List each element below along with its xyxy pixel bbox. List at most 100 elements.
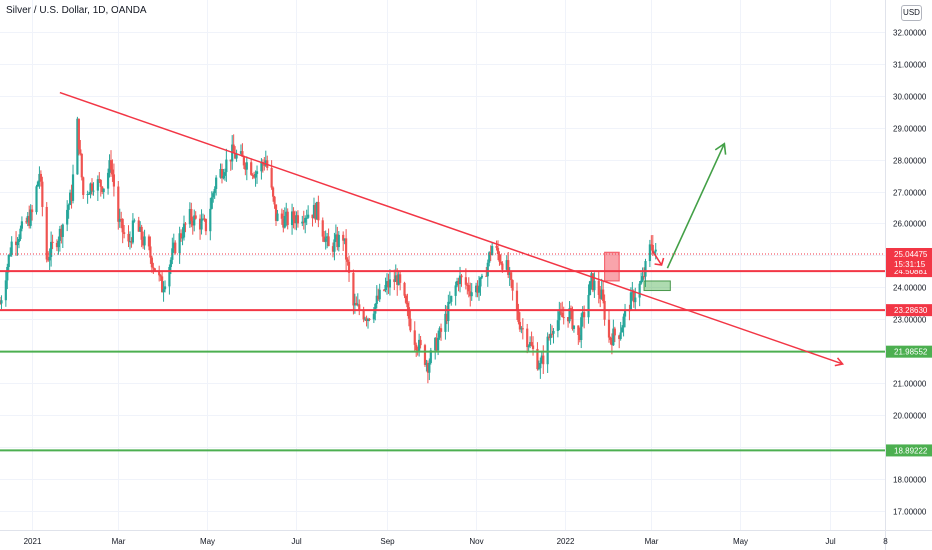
candle-up bbox=[215, 177, 218, 189]
candle-up bbox=[48, 256, 51, 261]
candle-down bbox=[559, 311, 562, 313]
candle-up bbox=[87, 193, 91, 195]
candle-down bbox=[28, 215, 31, 226]
time-tick-label: May bbox=[733, 537, 748, 546]
candle-down bbox=[613, 328, 616, 336]
candle-down bbox=[499, 261, 503, 264]
candle-down bbox=[346, 259, 349, 262]
candle-down bbox=[496, 247, 500, 255]
candle-up bbox=[366, 318, 370, 321]
candle-up bbox=[374, 303, 377, 314]
candle-down bbox=[531, 345, 535, 349]
candle-down bbox=[609, 337, 612, 340]
candle-up bbox=[529, 342, 532, 347]
candle-down bbox=[109, 160, 113, 170]
candle-up bbox=[181, 237, 184, 239]
candle-down bbox=[117, 186, 120, 222]
candle-down bbox=[204, 218, 208, 232]
candle-down bbox=[314, 204, 317, 220]
candle-down bbox=[274, 204, 278, 221]
candle-up bbox=[276, 213, 279, 221]
drawings bbox=[0, 91, 885, 452]
price-tick-label: 27.00000 bbox=[893, 189, 927, 198]
candle-up bbox=[372, 313, 375, 320]
currency-button[interactable]: USD bbox=[901, 5, 922, 21]
time-axis[interactable]: 2021 Mar May Jul Sep Nov 2022 Mar May Jul 8 bbox=[24, 537, 889, 546]
candle-down bbox=[355, 303, 358, 306]
candle-up bbox=[50, 241, 53, 257]
candle-down bbox=[198, 218, 202, 230]
time-tick-label: Sep bbox=[380, 537, 395, 546]
candle-down bbox=[142, 239, 145, 246]
candle-down bbox=[409, 318, 412, 331]
candle-up bbox=[67, 204, 70, 210]
candle-down bbox=[120, 218, 123, 220]
candle-up bbox=[444, 313, 447, 332]
candle-up bbox=[71, 174, 75, 201]
candle-up bbox=[264, 160, 267, 166]
candle-down bbox=[651, 244, 654, 254]
trend-line bbox=[59, 91, 843, 365]
candle-up bbox=[285, 211, 288, 216]
candle-down bbox=[140, 226, 143, 240]
candle-up bbox=[16, 242, 19, 246]
candle-up bbox=[353, 303, 356, 306]
candle-up bbox=[0, 300, 3, 304]
grid bbox=[0, 0, 886, 530]
candle-down bbox=[271, 187, 275, 197]
candle-down bbox=[251, 174, 254, 176]
price-tick-label: 29.00000 bbox=[893, 125, 927, 134]
candle-up bbox=[304, 217, 307, 223]
candle-down bbox=[404, 295, 408, 303]
candle-up bbox=[486, 262, 489, 277]
candle-down bbox=[47, 259, 50, 261]
candle-up bbox=[337, 234, 340, 248]
candle-down bbox=[495, 246, 498, 248]
time-tick-label: Jul bbox=[825, 537, 835, 546]
candle-up bbox=[19, 228, 22, 239]
green-projection-arrow bbox=[666, 143, 726, 269]
candle-down bbox=[112, 174, 116, 187]
candle-down bbox=[548, 336, 551, 339]
candle-up bbox=[622, 316, 625, 328]
candle-up bbox=[143, 236, 146, 246]
candle-up bbox=[388, 279, 392, 288]
candle-down bbox=[642, 276, 646, 278]
candle-up bbox=[171, 248, 174, 260]
price-tick-label: 24.00000 bbox=[893, 284, 927, 293]
price-tick-label: 20.00000 bbox=[893, 412, 927, 421]
level-price-badge-text: 18.89222 bbox=[894, 446, 928, 455]
candle-down bbox=[70, 192, 73, 201]
candle-up bbox=[456, 281, 459, 286]
candle-up bbox=[587, 295, 590, 318]
candle-down bbox=[345, 238, 348, 260]
candle-up bbox=[102, 188, 105, 193]
candle-up bbox=[290, 211, 294, 226]
candle-up bbox=[580, 317, 583, 341]
candle-up bbox=[172, 242, 175, 249]
candle-up bbox=[38, 173, 41, 182]
time-tick-label: 2021 bbox=[24, 537, 42, 546]
candle-down bbox=[253, 175, 256, 178]
candle-down bbox=[602, 289, 605, 301]
candle-up bbox=[162, 289, 165, 293]
candle-up bbox=[169, 259, 172, 268]
level-price-badge bbox=[886, 304, 932, 317]
candle-up bbox=[213, 188, 216, 194]
candle-down bbox=[571, 309, 574, 329]
candle-down bbox=[607, 319, 611, 338]
price-tick-label: 31.00000 bbox=[893, 61, 927, 70]
candle-down bbox=[515, 290, 519, 310]
candle-down bbox=[101, 186, 104, 193]
candle-down bbox=[416, 350, 419, 352]
candle-down bbox=[521, 328, 524, 330]
candle-down bbox=[610, 339, 614, 346]
level-price-badge-text: 21.98552 bbox=[894, 348, 928, 357]
candle-down bbox=[467, 285, 470, 292]
candle-down bbox=[77, 118, 80, 150]
candle-down bbox=[130, 241, 133, 243]
time-tick-label: May bbox=[200, 537, 215, 546]
candle-down bbox=[321, 220, 324, 237]
candle-down bbox=[566, 317, 570, 322]
